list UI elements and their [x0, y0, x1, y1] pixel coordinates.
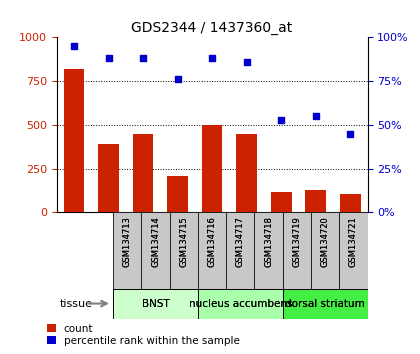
Text: GSM134719: GSM134719 — [292, 216, 302, 267]
Bar — [255, 212, 283, 289]
Bar — [170, 212, 198, 289]
Text: GSM134715: GSM134715 — [179, 216, 188, 267]
Legend: count, percentile rank within the sample: count, percentile rank within the sample — [47, 324, 240, 346]
Point — [71, 43, 77, 49]
Text: GSM134713: GSM134713 — [123, 216, 132, 267]
Bar — [236, 133, 257, 212]
Text: GSM134717: GSM134717 — [236, 216, 245, 267]
Bar — [283, 289, 368, 319]
Text: GSM134719: GSM134719 — [292, 216, 302, 267]
Bar — [305, 190, 326, 212]
Text: GSM134721: GSM134721 — [349, 216, 358, 267]
Bar — [167, 177, 188, 212]
Point — [209, 55, 215, 61]
Point — [243, 59, 250, 64]
Bar — [113, 289, 198, 319]
Point — [105, 55, 112, 61]
Text: nucleus accumbens: nucleus accumbens — [189, 298, 292, 309]
Bar — [340, 194, 361, 212]
Text: GSM134718: GSM134718 — [264, 216, 273, 267]
Text: dorsal striatum: dorsal striatum — [285, 298, 365, 309]
Bar — [98, 144, 119, 212]
Text: dorsal striatum: dorsal striatum — [285, 298, 365, 309]
Text: BNST: BNST — [142, 298, 169, 309]
Text: GSM134717: GSM134717 — [236, 216, 245, 267]
Bar — [339, 212, 368, 289]
Bar — [283, 212, 311, 289]
Bar — [198, 289, 283, 319]
Bar — [311, 212, 339, 289]
Text: GSM134720: GSM134720 — [320, 216, 330, 267]
Text: GSM134718: GSM134718 — [264, 216, 273, 267]
Bar — [198, 212, 226, 289]
Point — [140, 55, 147, 61]
Text: GSM134714: GSM134714 — [151, 216, 160, 267]
Bar — [255, 212, 283, 289]
Bar — [226, 212, 255, 289]
Bar — [113, 212, 142, 289]
Point — [174, 76, 181, 82]
Bar — [311, 212, 339, 289]
Text: BNST: BNST — [142, 298, 169, 309]
Text: GSM134720: GSM134720 — [320, 216, 330, 267]
Text: tissue: tissue — [60, 298, 92, 309]
Title: GDS2344 / 1437360_at: GDS2344 / 1437360_at — [131, 21, 293, 35]
Bar — [142, 212, 170, 289]
Text: GSM134721: GSM134721 — [349, 216, 358, 267]
Bar — [202, 125, 223, 212]
Bar — [198, 289, 283, 319]
Bar — [142, 212, 170, 289]
Bar — [133, 133, 153, 212]
Point — [312, 113, 319, 119]
Bar — [170, 212, 198, 289]
Bar — [271, 192, 291, 212]
Text: GSM134714: GSM134714 — [151, 216, 160, 267]
Text: GSM134715: GSM134715 — [179, 216, 188, 267]
Point — [278, 117, 284, 122]
Bar — [198, 212, 226, 289]
Text: GSM134713: GSM134713 — [123, 216, 132, 267]
Bar — [113, 212, 142, 289]
Bar — [339, 212, 368, 289]
Text: nucleus accumbens: nucleus accumbens — [189, 298, 292, 309]
Bar — [283, 289, 368, 319]
Bar — [226, 212, 255, 289]
Text: GSM134716: GSM134716 — [207, 216, 217, 267]
Bar — [113, 289, 198, 319]
Point — [347, 131, 354, 136]
Bar — [283, 212, 311, 289]
Bar — [63, 69, 84, 212]
Text: GSM134716: GSM134716 — [207, 216, 217, 267]
